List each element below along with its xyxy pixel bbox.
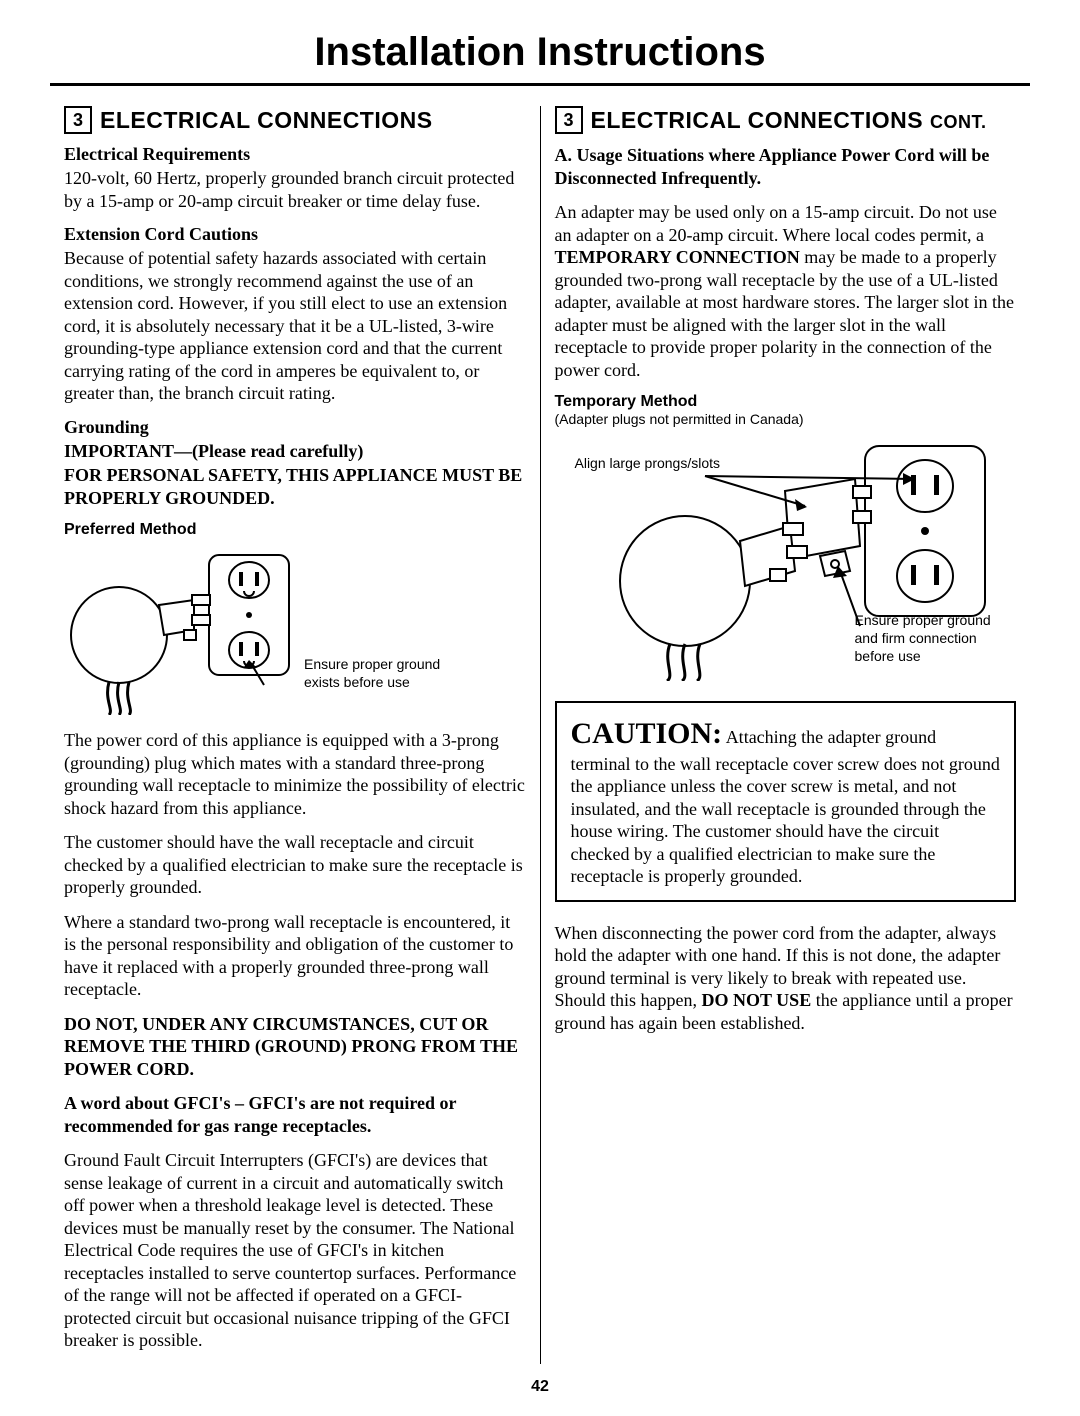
preferred-method-label: Preferred Method [64,521,526,539]
caution-box: CAUTION: Attaching the adapter ground te… [555,701,1017,902]
temporary-method-label: Temporary Method [555,393,1017,411]
caution-label: CAUTION: [571,717,723,750]
step-number-box: 3 [64,106,92,134]
cont-label: CONT. [930,112,987,132]
grounding-important: IMPORTANT—(Please read carefully) [64,440,526,463]
section-title-left: ELECTRICAL CONNECTIONS [100,107,433,134]
canada-note: (Adapter plugs not permitted in Canada) [555,411,1017,427]
left-column: 3 ELECTRICAL CONNECTIONS Electrical Requ… [50,106,541,1364]
plug-outlet-icon [64,545,294,715]
electrical-requirements-heading: Electrical Requirements [64,144,526,165]
disconnect-paragraph: When disconnecting the power cord from t… [555,922,1017,1035]
section-header-right: 3 ELECTRICAL CONNECTIONS CONT. [555,106,1017,134]
power-cord-p2: The customer should have the wall recept… [64,831,526,899]
extension-cord-body: Because of potential safety hazards asso… [64,247,526,405]
page-number: 42 [50,1378,1030,1396]
ensure-ground-label: Ensure proper ground and firm connection… [855,611,1015,666]
grounding-heading: Grounding [64,417,526,438]
plug-figure-preferred: Ensure proper ground exists before use [64,545,526,715]
temporary-connection-bold: TEMPORARY CONNECTION [555,247,800,267]
do-not-cut-warning: DO NOT, UNDER ANY CIRCUMSTANCES, CUT OR … [64,1013,526,1081]
power-cord-p1: The power cord of this appliance is equi… [64,729,526,819]
figure-caption-preferred: Ensure proper ground exists before use [304,655,454,691]
do-not-use-bold: DO NOT USE [702,990,812,1010]
gfci-heading: A word about GFCI's – GFCI's are not req… [64,1092,526,1137]
gfci-body: Ground Fault Circuit Interrupters (GFCI'… [64,1149,526,1352]
grounding-safety: FOR PERSONAL SAFETY, THIS APPLIANCE MUST… [64,464,526,509]
adapter-paragraph: An adapter may be used only on a 15-amp … [555,201,1017,381]
align-prongs-label: Align large prongs/slots [575,455,721,471]
extension-cord-heading: Extension Cord Cautions [64,224,526,245]
section-title-right: ELECTRICAL CONNECTIONS CONT. [591,107,987,134]
section-title-text: ELECTRICAL CONNECTIONS [591,107,924,133]
step-number-box: 3 [555,106,583,134]
usage-a-heading: A. Usage Situations where Appliance Powe… [555,144,1017,189]
right-column: 3 ELECTRICAL CONNECTIONS CONT. A. Usage … [541,106,1031,1364]
adapter-pre: An adapter may be used only on a 15-amp … [555,202,997,245]
power-cord-p3: Where a standard two-prong wall receptac… [64,911,526,1001]
two-column-layout: 3 ELECTRICAL CONNECTIONS Electrical Requ… [50,106,1030,1364]
plug-figure-temporary: Align large prongs/slots [555,431,1017,681]
section-header-left: 3 ELECTRICAL CONNECTIONS [64,106,526,134]
page-title: Installation Instructions [50,30,1030,86]
electrical-requirements-body: 120-volt, 60 Hertz, properly grounded br… [64,167,526,212]
caution-body: Attaching the adapter ground terminal to… [571,727,1000,886]
